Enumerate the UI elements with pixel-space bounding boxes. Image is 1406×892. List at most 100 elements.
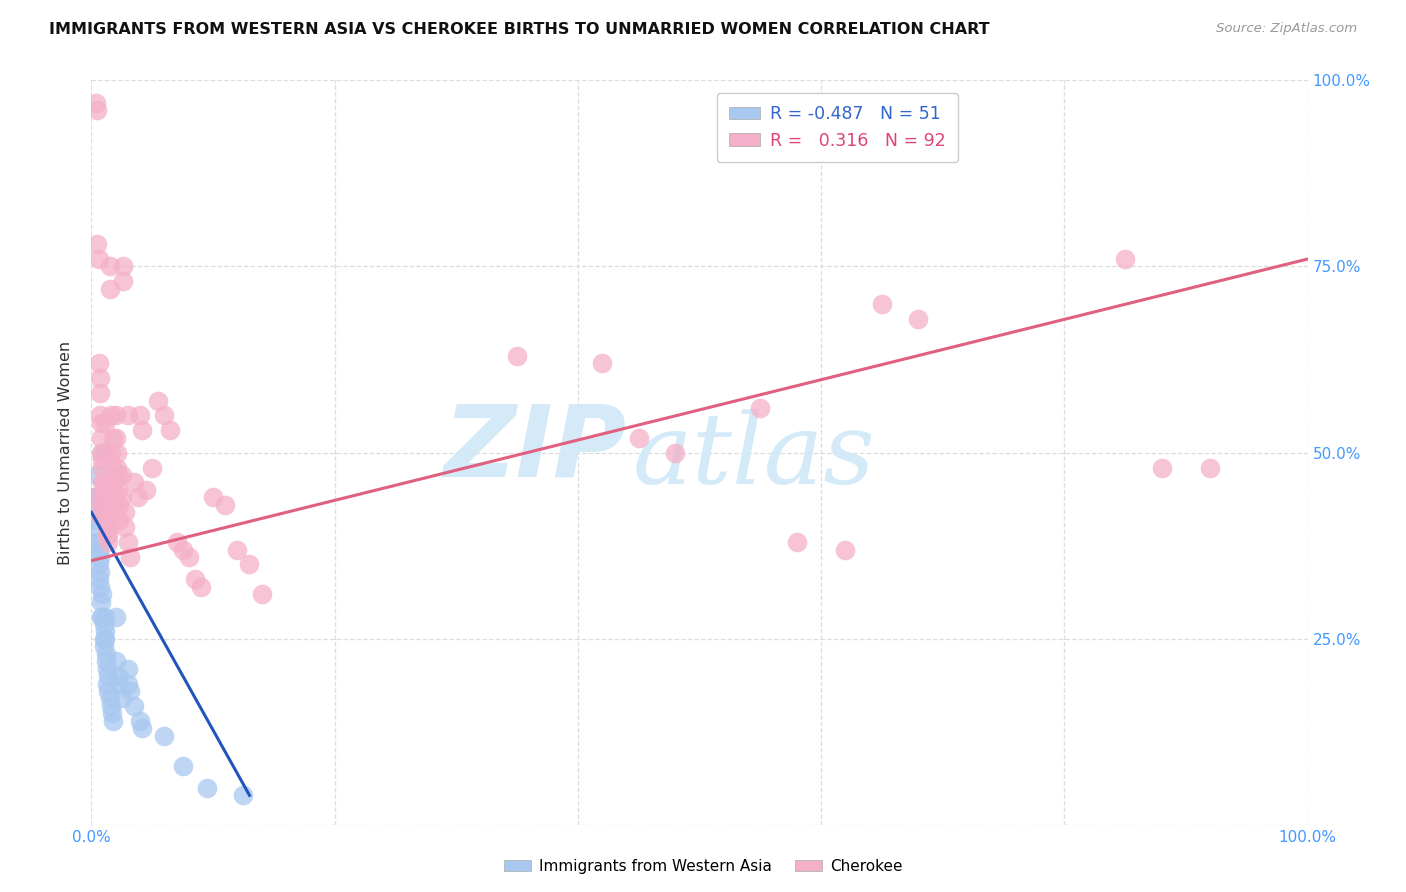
Point [93,475,115,490]
Point [86,491,108,505]
Point [84,513,107,527]
Point [238,558,260,572]
Point [1150,460,1173,475]
Point [90,446,112,460]
Point [104,409,127,423]
Point [166,535,188,549]
Point [91,460,114,475]
Point [120,684,142,698]
Point [87,558,110,572]
Point [786,535,808,549]
Point [94,416,117,430]
Point [86,237,108,252]
Point [94,647,117,661]
Point [89,371,111,385]
Point [1114,252,1136,266]
Point [93,640,115,654]
Point [94,483,117,497]
Point [96,676,118,690]
Point [107,483,129,497]
Point [87,542,110,557]
Point [114,505,136,519]
Point [190,580,212,594]
Point [94,624,117,639]
Point [108,676,131,690]
Point [84,491,107,505]
Point [93,617,115,632]
Point [94,446,117,460]
Point [94,498,117,512]
Point [103,491,125,505]
Point [111,468,134,483]
Point [101,706,124,721]
Point [90,416,112,430]
Point [93,632,115,646]
Point [506,349,529,363]
Point [94,632,117,646]
Point [148,393,170,408]
Point [114,520,136,534]
Point [86,505,108,519]
Point [90,609,112,624]
Text: ZIP: ZIP [443,401,627,498]
Point [89,580,111,594]
Point [93,491,115,505]
Point [117,676,139,690]
Legend: R = -0.487   N = 51, R =   0.316   N = 92: R = -0.487 N = 51, R = 0.316 N = 92 [717,93,959,161]
Point [100,409,122,423]
Point [232,789,254,803]
Point [664,446,686,460]
Point [87,252,110,266]
Point [105,460,128,475]
Point [907,311,929,326]
Point [870,296,893,311]
Point [131,721,153,735]
Point [104,609,127,624]
Point [177,549,200,564]
Point [100,698,122,713]
Point [153,409,176,423]
Point [159,423,181,437]
Point [591,356,613,370]
Point [749,401,772,415]
Point [111,491,134,505]
Point [100,446,122,460]
Point [91,446,114,460]
Point [117,662,139,676]
Point [86,535,108,549]
Point [107,468,129,483]
Point [84,95,107,110]
Point [98,691,121,706]
Point [98,282,121,296]
Point [84,498,107,512]
Point [100,483,122,497]
Point [141,460,163,475]
Point [103,460,125,475]
Point [195,780,218,795]
Point [108,513,131,527]
Point [202,491,225,505]
Point [93,483,115,497]
Point [89,549,111,564]
Point [122,475,145,490]
Point [101,491,124,505]
Point [172,758,194,772]
Point [98,520,121,534]
Point [111,274,134,288]
Point [97,684,120,698]
Point [184,572,207,586]
Point [89,386,111,401]
Point [131,423,153,437]
Point [84,520,107,534]
Point [127,491,149,505]
Point [108,498,131,512]
Point [135,483,157,497]
Point [86,103,108,117]
Point [111,260,134,274]
Point [84,505,107,519]
Point [87,356,110,370]
Point [98,505,121,519]
Point [96,520,118,534]
Point [103,714,125,728]
Text: atlas: atlas [633,409,876,504]
